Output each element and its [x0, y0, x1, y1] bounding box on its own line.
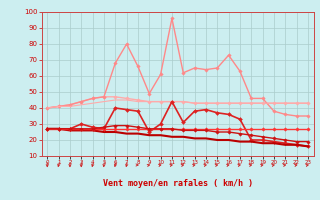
Text: Vent moyen/en rafales ( km/h ): Vent moyen/en rafales ( km/h ): [103, 180, 252, 188]
